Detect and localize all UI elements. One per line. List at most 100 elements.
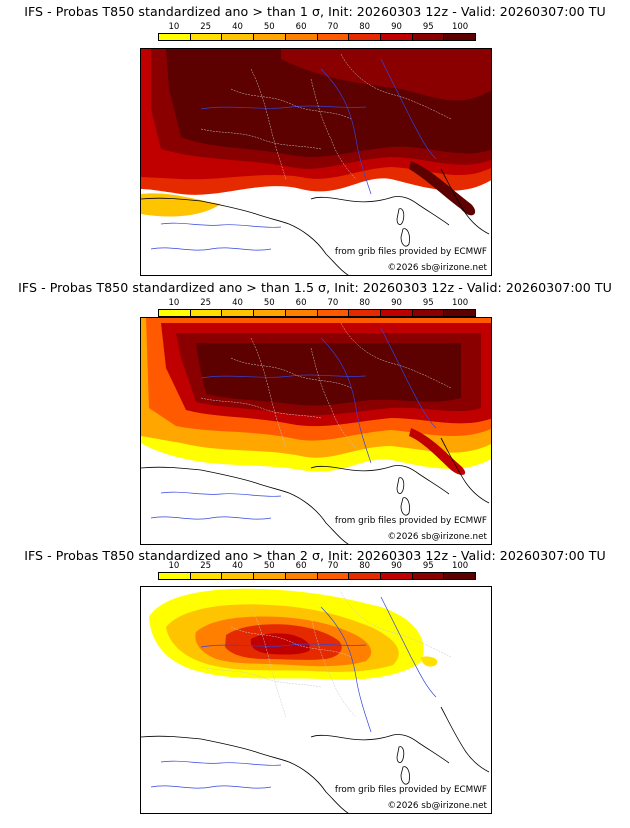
colorbar-labels: 10 25 40 50 60 70 80 90 95 100: [158, 561, 476, 571]
colorbar-swatch: [444, 34, 476, 40]
coastline: [141, 466, 349, 544]
source-credit: from grib files provided by ECMWF: [334, 785, 487, 795]
colorbar-swatch: [222, 34, 255, 40]
island-outline: [396, 746, 405, 763]
colorbar-tick-label: 90: [391, 561, 402, 571]
panel-title: IFS - Probas T850 standardized ano > tha…: [24, 4, 606, 19]
colorbar-swatch: [222, 310, 255, 316]
colorbar-tick-label: 50: [263, 22, 275, 32]
admin-border: [340, 591, 452, 658]
colorbar-swatch: [380, 34, 413, 40]
probability-contour: [409, 428, 466, 475]
copyright-credit: ©2026 sb@irizone.net: [387, 263, 487, 273]
admin-border: [310, 347, 357, 449]
panel-title: IFS - Probas T850 standardized ano > tha…: [24, 548, 606, 563]
colorbar: 10 25 40 50 60 70 80 90 95 100: [158, 298, 476, 324]
coastline: [440, 437, 490, 504]
colorbar-tick-label: 40: [232, 298, 243, 308]
river: [380, 327, 437, 429]
admin-border: [340, 53, 452, 120]
admin-border: [250, 606, 287, 718]
colorbar-tick-label: 95: [422, 561, 434, 571]
admin-border: [200, 128, 322, 150]
probability-contour: [196, 343, 461, 406]
admin-border: [250, 68, 287, 180]
admin-border: [310, 78, 357, 180]
colorbar-tick-label: 95: [422, 22, 434, 32]
colorbar-tick-label: 25: [200, 298, 212, 308]
river: [320, 68, 372, 195]
river: [320, 337, 372, 464]
panel-title: IFS - Probas T850 standardized ano > tha…: [18, 280, 612, 295]
probability-contour: [250, 633, 311, 655]
colorbar-swatch: [349, 310, 381, 316]
river: [200, 374, 367, 379]
river: [320, 606, 372, 733]
colorbar-swatch: [285, 310, 318, 316]
colorbar-swatch: [444, 310, 476, 316]
island-outline: [400, 497, 410, 516]
probability-contour: [281, 49, 491, 101]
colorbar-swatch: [190, 573, 223, 579]
colorbar-tick-label: 10: [168, 561, 180, 571]
colorbar-swatch: [285, 573, 318, 579]
admin-border: [230, 626, 352, 658]
colorbar-swatch: [349, 34, 381, 40]
colorbar-swatch: [412, 34, 445, 40]
colorbar-swatch: [190, 310, 223, 316]
colorbar-tick-label: 60: [295, 561, 307, 571]
probability-map: from grib files provided by ECMWF ©2026 …: [140, 586, 492, 814]
colorbar-swatch: [254, 310, 286, 316]
colorbar-swatch: [159, 34, 191, 40]
colorbar-tick-label: 80: [359, 561, 371, 571]
colorbar-tick-label: 100: [451, 561, 469, 571]
colorbar-tick-label: 60: [295, 22, 307, 32]
probability-contour: [421, 656, 438, 667]
coastline: [310, 196, 450, 226]
colorbar-tick-label: 50: [263, 561, 275, 571]
colorbar-tick-label: 10: [168, 298, 180, 308]
colorbar-swatch: [222, 573, 255, 579]
colorbar-tick-label: 95: [422, 298, 434, 308]
island-outline: [400, 228, 410, 247]
river: [160, 222, 282, 228]
colorbar-swatch: [412, 573, 445, 579]
river: [160, 760, 282, 766]
admin-border: [230, 88, 352, 120]
coastline: [310, 465, 450, 495]
copyright-credit: ©2026 sb@irizone.net: [387, 801, 487, 811]
admin-border: [200, 666, 322, 688]
coastline: [440, 168, 490, 235]
coastline: [310, 734, 450, 764]
colorbar-swatch: [349, 573, 381, 579]
island-outline: [396, 477, 405, 494]
coastline: [440, 706, 490, 773]
colorbar-swatch: [190, 34, 223, 40]
colorbar: 10 25 40 50 60 70 80 90 95 100: [158, 22, 476, 48]
admin-border: [340, 322, 452, 389]
colorbar-tick-label: 80: [359, 22, 371, 32]
river: [200, 643, 367, 648]
island-outline: [396, 208, 405, 225]
colorbar-tick-label: 50: [263, 298, 275, 308]
probability-map: from grib files provided by ECMWF ©2026 …: [140, 48, 492, 276]
colorbar-swatch: [254, 34, 286, 40]
coastline: [141, 197, 349, 275]
colorbar-swatches: [158, 33, 476, 41]
admin-border: [250, 337, 287, 449]
source-credit: from grib files provided by ECMWF: [334, 247, 487, 257]
colorbar-tick-label: 25: [200, 22, 212, 32]
admin-border: [230, 357, 352, 389]
map-panel-1: IFS - Probas T850 standardized ano > tha…: [0, 0, 630, 276]
colorbar-tick-label: 10: [168, 22, 180, 32]
copyright-credit: ©2026 sb@irizone.net: [387, 532, 487, 542]
colorbar-swatch: [380, 573, 413, 579]
colorbar-swatch: [317, 34, 350, 40]
colorbar-swatch: [254, 573, 286, 579]
river: [160, 491, 282, 497]
colorbar-swatch: [412, 310, 445, 316]
colorbar-tick-label: 60: [295, 298, 307, 308]
colorbar-tick-label: 40: [232, 561, 243, 571]
colorbar-tick-label: 100: [451, 298, 469, 308]
probability-contour: [141, 193, 221, 217]
